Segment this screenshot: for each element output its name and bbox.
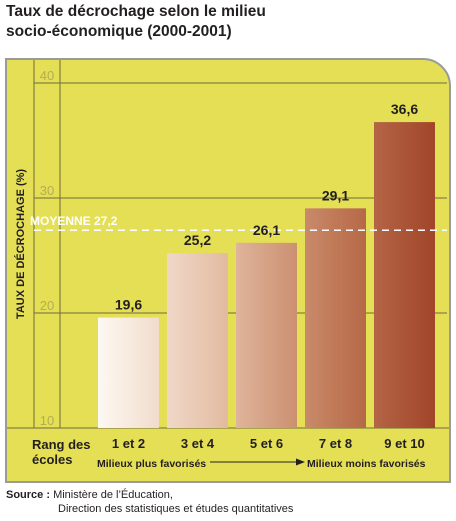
y-tick-label-40: 40 (40, 68, 54, 83)
range-arrow-head-icon (296, 458, 305, 466)
value-label-4: 29,1 (322, 187, 349, 203)
chart-title: Taux de décrochage selon le milieu socio… (6, 2, 446, 42)
x-tick-label-3: 5 et 6 (250, 436, 283, 451)
bar-1 (98, 317, 159, 428)
value-labels: 19,6 25,2 26,1 29,1 36,6 (115, 101, 418, 313)
source-line-1: Ministère de l’Éducation, (53, 489, 173, 501)
x-tick-label-5: 9 et 10 (384, 436, 424, 451)
source-note: Source : Ministère de l’Éducation, Direc… (6, 488, 446, 516)
x-tick-labels: 1 et 2 3 et 4 5 et 6 7 et 8 9 et 10 (112, 436, 425, 451)
y-tick-label-30: 30 (40, 183, 54, 198)
value-label-3: 26,1 (253, 222, 280, 238)
x-tick-label-4: 7 et 8 (319, 436, 352, 451)
y-tick-label-20: 20 (40, 298, 54, 313)
range-note-left: Milieux plus favorisés (97, 458, 206, 470)
chart-title-line-2: socio-économique (2000-2001) (6, 23, 232, 40)
value-label-5: 36,6 (391, 101, 418, 117)
bar-5 (374, 122, 435, 428)
source-label: Source : (6, 489, 51, 501)
bar-2 (167, 253, 228, 428)
x-axis-title: Rang des (32, 437, 91, 452)
value-label-1: 19,6 (115, 297, 142, 313)
value-label-2: 25,2 (184, 232, 211, 248)
y-axis-label: TAUX DE DÉCROCHAGE (%) (14, 169, 27, 319)
bar-4 (305, 208, 366, 428)
x-tick-label-2: 3 et 4 (181, 436, 215, 451)
bars (98, 122, 435, 428)
bar-3 (236, 242, 297, 428)
average-line-group: MOYENNE 27,2 (30, 214, 447, 231)
average-label: MOYENNE 27,2 (30, 214, 118, 228)
source-line-2: Direction des statistiques et études qua… (58, 503, 294, 515)
y-tick-label-10: 10 (40, 413, 54, 428)
x-axis-title-line-2: écoles (32, 452, 72, 467)
range-note-right: Milieux moins favorisés (307, 458, 426, 470)
x-tick-label-1: 1 et 2 (112, 436, 145, 451)
chart-title-line-1: Taux de décrochage selon le milieu (6, 3, 266, 20)
